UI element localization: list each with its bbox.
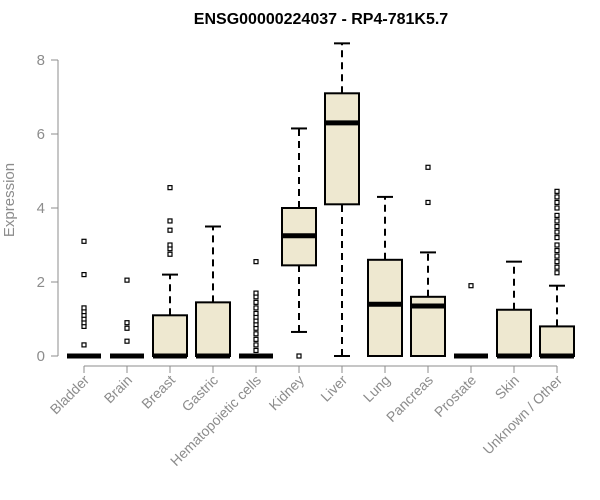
outlier-point xyxy=(554,223,560,230)
outlier-point xyxy=(554,212,560,218)
y-tick-label: 2 xyxy=(37,274,45,291)
box-prostate xyxy=(454,283,488,359)
x-tick-label: Lung xyxy=(360,372,393,405)
x-tick-label: Gastric xyxy=(178,372,221,415)
outlier-point xyxy=(554,218,560,224)
outlier-point xyxy=(253,336,259,342)
outlier-point xyxy=(554,264,560,270)
box-pancreas xyxy=(410,164,446,357)
box-iqr xyxy=(324,92,360,206)
outlier-point xyxy=(296,353,302,359)
box-gastric xyxy=(195,225,231,359)
y-tick-label: 0 xyxy=(37,348,45,365)
x-tick-label: Prostate xyxy=(431,372,479,420)
outlier-point xyxy=(253,331,259,337)
box-iqr xyxy=(539,325,575,357)
box-iqr xyxy=(195,301,231,358)
y-tick-label: 4 xyxy=(37,200,45,217)
x-tick-label: Pancreas xyxy=(383,372,436,425)
y-tick-label: 6 xyxy=(37,126,45,143)
box-plot-series xyxy=(67,42,575,359)
box-iqr xyxy=(367,258,403,357)
outlier-point xyxy=(253,290,259,296)
outlier-point xyxy=(554,235,560,241)
chart-title: ENSG00000224037 - RP4-781K5.7 xyxy=(194,11,448,28)
y-tick-label: 8 xyxy=(37,52,45,69)
x-tick-label: Unknown / Other xyxy=(480,372,566,458)
outlier-point xyxy=(554,194,560,200)
box-liver xyxy=(324,42,360,357)
x-tick-label: Brain xyxy=(101,372,135,406)
outlier-point xyxy=(554,270,560,276)
box-lung xyxy=(367,195,403,357)
outlier-point xyxy=(124,277,130,283)
box-skin xyxy=(496,260,532,359)
outlier-point xyxy=(554,247,560,254)
box-iqr xyxy=(152,314,188,357)
box-breast xyxy=(152,185,188,359)
outlier-point xyxy=(167,251,173,257)
outlier-point xyxy=(253,347,259,354)
outlier-point xyxy=(167,242,173,248)
x-tick-label: Bladder xyxy=(47,372,93,418)
x-tick-label: Skin xyxy=(492,372,523,403)
outlier-point xyxy=(124,325,130,331)
outlier-point xyxy=(554,259,560,265)
outlier-point xyxy=(554,205,560,211)
outlier-point xyxy=(554,229,560,235)
outlier-point xyxy=(81,272,87,278)
outlier-point xyxy=(253,299,259,305)
outlier-point xyxy=(468,283,474,289)
outlier-point xyxy=(554,253,560,259)
outlier-point xyxy=(253,259,259,265)
box-iqr xyxy=(496,308,532,357)
box-kidney xyxy=(281,127,317,359)
box-unknown-other xyxy=(539,188,575,359)
box-brain xyxy=(110,277,144,359)
outlier-point xyxy=(253,342,259,348)
x-tick-label: Breast xyxy=(138,372,178,412)
outlier-point xyxy=(554,199,560,206)
outlier-point xyxy=(425,164,431,170)
box-hematopoietic-cells xyxy=(239,259,273,359)
y-axis-label: Expression xyxy=(1,163,18,237)
outlier-point xyxy=(425,199,431,206)
outlier-point xyxy=(167,227,173,233)
box-bladder xyxy=(67,238,101,359)
x-tick-label: Liver xyxy=(317,372,350,405)
outlier-point xyxy=(554,188,560,194)
outlier-point xyxy=(81,305,87,311)
outlier-point xyxy=(81,238,87,244)
outlier-point xyxy=(554,242,560,248)
outlier-point xyxy=(124,338,130,344)
x-tick-label: Kidney xyxy=(266,372,308,414)
outlier-point xyxy=(81,342,87,348)
y-axis: 0 2 4 6 8 xyxy=(37,52,59,365)
outlier-point xyxy=(167,218,173,224)
outlier-point xyxy=(167,185,173,191)
outlier-point xyxy=(253,310,259,317)
outlier-point xyxy=(124,320,130,326)
outlier-point xyxy=(253,305,259,311)
